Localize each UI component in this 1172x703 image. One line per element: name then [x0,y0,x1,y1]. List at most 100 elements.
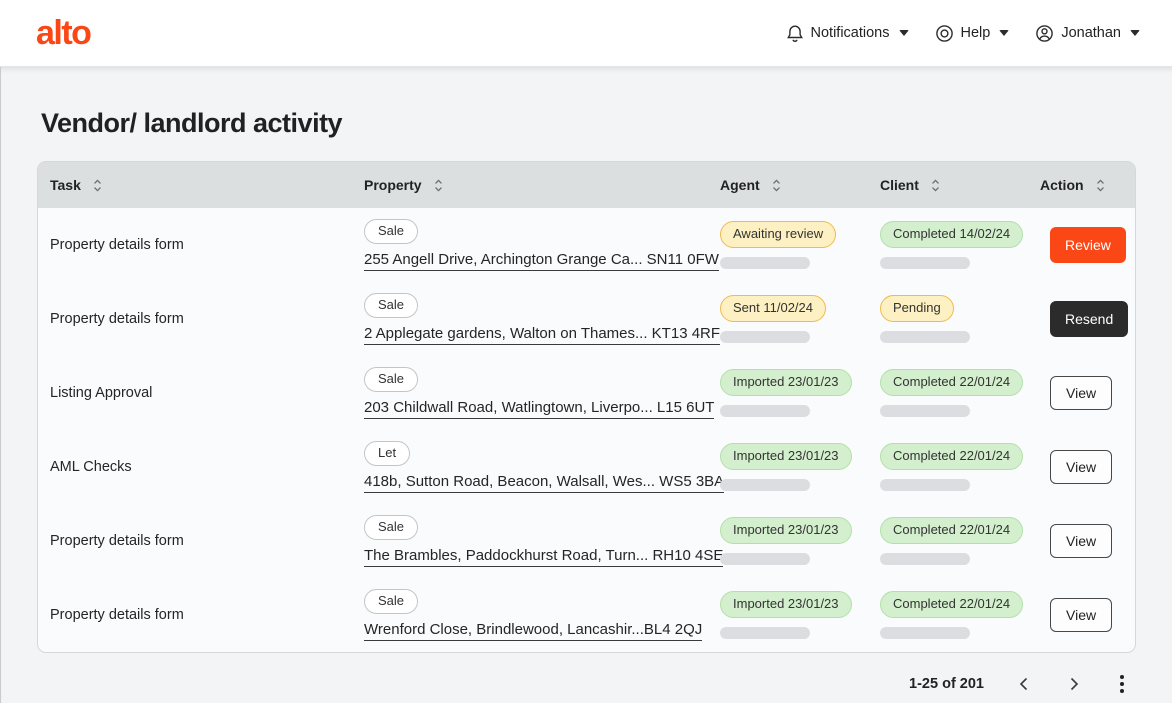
table-row: Property details form Sale 255 Angell Dr… [38,208,1135,282]
property-address-link[interactable]: 418b, Sutton Road, Beacon, Walsall, Wes.… [364,473,725,493]
skeleton-bar [880,330,970,343]
table-row: AML Checks Let 418b, Sutton Road, Beacon… [38,430,1135,504]
property-address-link[interactable]: 203 Childwall Road, Watlingtown, Liverpo… [364,399,715,419]
skeleton-bar [880,256,970,269]
chevron-down-icon [999,30,1010,36]
agent-cell: Imported 23/01/23 [720,443,880,491]
client-status-badge: Completed 22/01/24 [880,517,1024,544]
page-title: Vendor/ landlord activity [41,108,343,138]
task-name: Property details form [50,237,184,253]
skeleton-bar [720,330,810,343]
column-label: Task [50,177,81,193]
bell-icon [786,24,804,43]
chevron-down-icon [898,30,909,36]
sort-icon[interactable] [931,178,940,192]
row-action-button[interactable]: Review [1050,227,1126,263]
action-cell: View [1040,524,1123,558]
client-cell: Pending [880,295,1040,343]
column-label: Client [880,177,919,193]
more-options-button[interactable] [1114,673,1130,695]
topnav: Notifications Help Jonathan [786,24,1140,43]
agent-status-badge: Imported 23/01/23 [720,369,852,396]
table-row: Property details form Sale The Brambles,… [38,504,1135,578]
column-header-task[interactable]: Task [50,177,364,193]
pagination: 1-25 of 201 [37,653,1136,695]
agent-cell: Imported 23/01/23 [720,369,880,417]
column-label: Agent [720,177,760,193]
property-cell: Let 418b, Sutton Road, Beacon, Walsall, … [364,441,725,493]
table-row: Property details form Sale 2 Applegate g… [38,282,1135,356]
property-cell: Sale 203 Childwall Road, Watlingtown, Li… [364,367,720,419]
client-status-badge: Completed 22/01/24 [880,591,1024,618]
alto-logo[interactable]: alto [36,14,92,52]
client-cell: Completed 22/01/24 [880,369,1040,417]
row-action-button[interactable]: View [1050,450,1113,484]
agent-cell: Awaiting review [720,221,880,269]
action-cell: View [1040,376,1123,410]
table-row: Property details form Sale Wrenford Clos… [38,578,1135,652]
property-address-link[interactable]: Wrenford Close, Brindlewood, Lancashir..… [364,621,703,641]
property-address-link[interactable]: 255 Angell Drive, Archington Grange Ca..… [364,251,719,271]
sort-icon[interactable] [1096,178,1105,192]
help-menu[interactable]: Help [935,24,1010,43]
help-label: Help [960,25,991,41]
agent-cell: Sent 11/02/24 [720,295,880,343]
property-address-link[interactable]: The Brambles, Paddockhurst Road, Turn...… [364,547,724,567]
row-action-button[interactable]: Resend [1050,301,1129,337]
skeleton-bar [720,552,810,565]
help-icon [935,24,954,43]
agent-status-badge: Awaiting review [720,221,837,248]
row-action-button[interactable]: View [1050,376,1113,410]
skeleton-bar [720,256,810,269]
previous-page-button[interactable] [1014,673,1034,695]
client-status-badge: Completed 22/01/24 [880,443,1024,470]
property-address-link[interactable]: 2 Applegate gardens, Walton on Thames...… [364,325,721,345]
column-header-property[interactable]: Property [364,177,720,193]
agent-status-badge: Imported 23/01/23 [720,517,852,544]
agent-status-badge: Imported 23/01/23 [720,591,852,618]
column-header-agent[interactable]: Agent [720,177,880,193]
column-label: Action [1040,177,1084,193]
row-action-button[interactable]: View [1050,598,1113,632]
agent-status-badge: Imported 23/01/23 [720,443,852,470]
skeleton-bar [880,626,970,639]
user-menu[interactable]: Jonathan [1035,24,1140,43]
sort-icon[interactable] [93,178,102,192]
row-action-button[interactable]: View [1050,524,1113,558]
skeleton-bar [880,552,970,565]
task-name: Property details form [50,533,184,549]
pagination-range: 1-25 of 201 [909,676,984,692]
property-type-badge: Sale [364,589,419,614]
sort-icon[interactable] [434,178,443,192]
notifications-menu[interactable]: Notifications [786,24,909,43]
property-type-badge: Sale [364,515,419,540]
chevron-down-icon [1130,30,1140,36]
sort-icon[interactable] [772,178,781,192]
topbar: alto Notifications Help [0,0,1172,67]
next-page-button[interactable] [1064,673,1084,695]
client-cell: Completed 22/01/24 [880,443,1040,491]
client-status-badge: Completed 14/02/24 [880,221,1024,248]
column-header-client[interactable]: Client [880,177,1040,193]
skeleton-bar [720,626,810,639]
skeleton-bar [880,478,970,491]
client-cell: Completed 14/02/24 [880,221,1040,269]
client-status-badge: Pending [880,295,954,322]
user-label: Jonathan [1061,25,1121,41]
action-cell: View [1040,450,1123,484]
property-cell: Sale The Brambles, Paddockhurst Road, Tu… [364,515,724,567]
client-cell: Completed 22/01/24 [880,591,1040,639]
agent-status-badge: Sent 11/02/24 [720,295,826,322]
property-type-badge: Sale [364,219,419,244]
property-cell: Sale 255 Angell Drive, Archington Grange… [364,219,720,271]
user-icon [1035,24,1054,43]
task-name: Property details form [50,607,184,623]
agent-cell: Imported 23/01/23 [720,517,880,565]
task-name: Property details form [50,311,184,327]
agent-cell: Imported 23/01/23 [720,591,880,639]
table-header-row: Task Property Agent Client [38,162,1135,208]
table-row: Listing Approval Sale 203 Childwall Road… [38,356,1135,430]
column-header-action[interactable]: Action [1040,177,1123,193]
property-type-badge: Let [364,441,411,466]
client-status-badge: Completed 22/01/24 [880,369,1024,396]
